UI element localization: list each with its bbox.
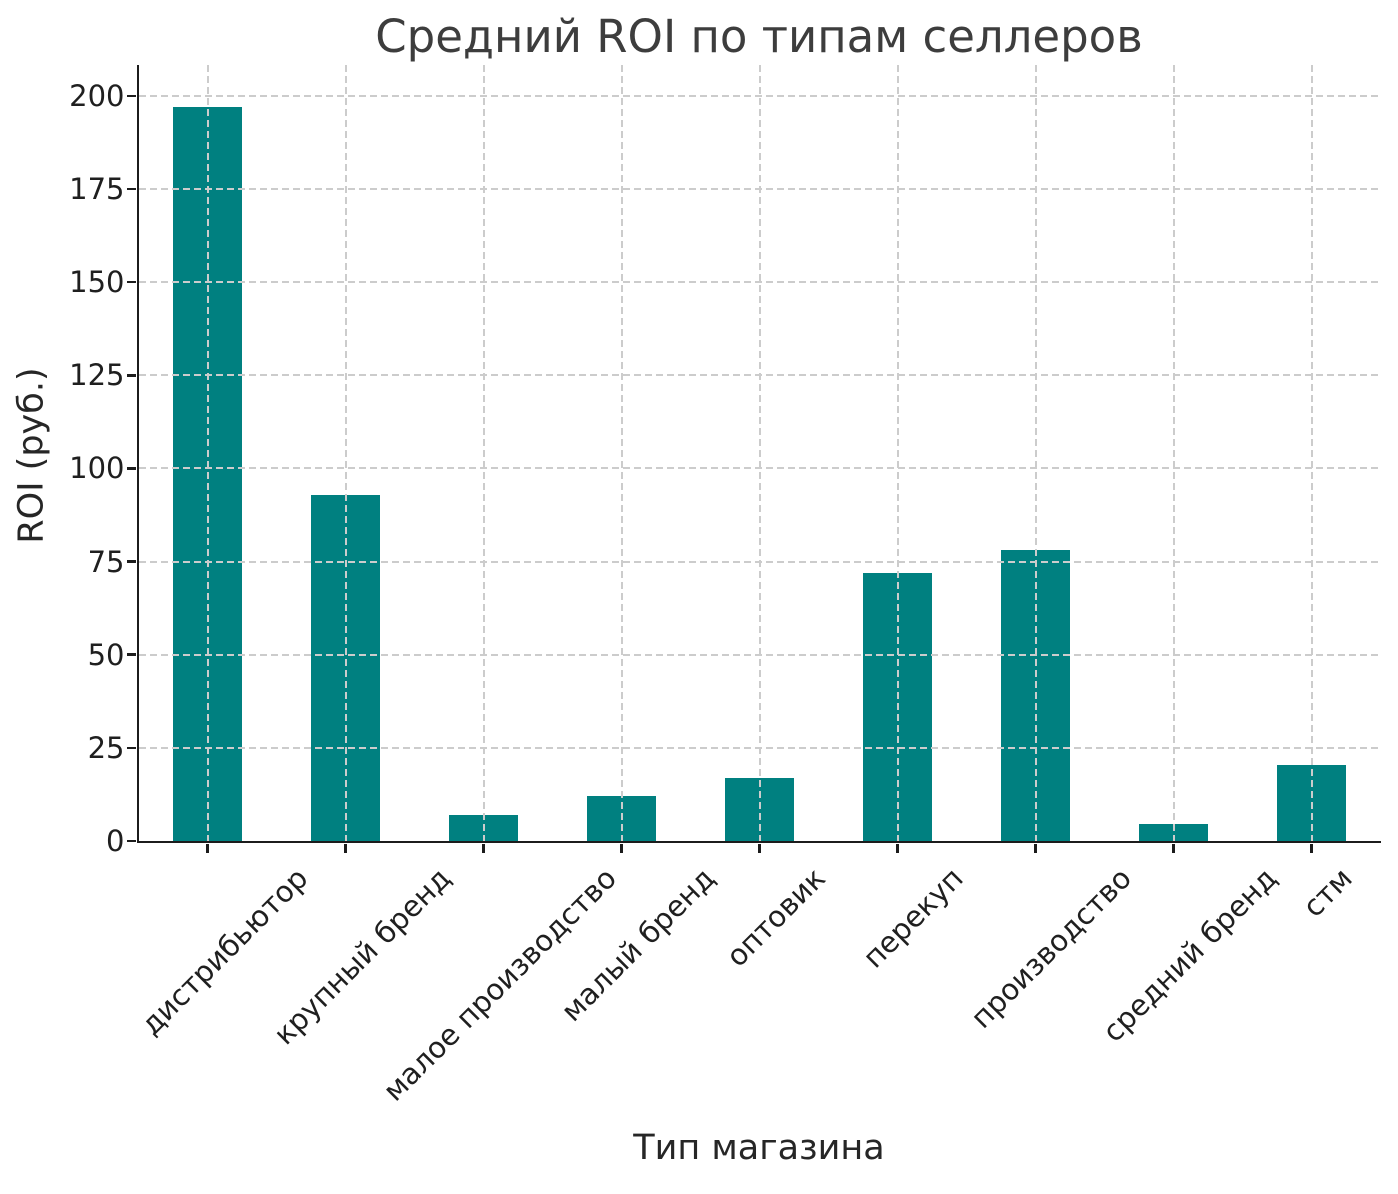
x-tick-label: оптовик [719, 861, 832, 974]
y-tick-mark [126, 280, 136, 284]
y-tick-label: 75 [87, 544, 125, 579]
y-tick-mark [126, 467, 136, 470]
gridline-vertical [206, 65, 209, 841]
y-tick-mark [126, 94, 136, 98]
x-tick-mark [482, 843, 485, 853]
y-tick-label: 25 [87, 730, 125, 765]
x-tick-mark [344, 843, 347, 853]
x-axis-label: Тип магазина [633, 1128, 885, 1168]
gridline-vertical [344, 65, 347, 841]
x-tick-mark [1310, 843, 1313, 853]
gridline-vertical [1172, 65, 1175, 841]
gridline-vertical [482, 65, 485, 841]
y-tick-label: 175 [69, 172, 125, 207]
x-tick-mark [1172, 843, 1175, 853]
y-tick-mark [126, 653, 136, 656]
gridline-vertical [1310, 65, 1313, 841]
gridline-vertical [1034, 65, 1037, 841]
y-tick-label: 125 [69, 358, 125, 393]
y-tick-mark [126, 187, 136, 191]
y-tick-label: 50 [87, 637, 125, 672]
y-tick-mark [126, 839, 136, 843]
x-tick-label: перекуп [856, 861, 971, 975]
x-tick-mark [896, 843, 899, 853]
x-tick-mark [1034, 843, 1037, 853]
y-tick-label: 200 [69, 78, 125, 113]
gridline-vertical [896, 65, 899, 841]
plot-area: 0 25 50 75 100 125 150 175 200 дистрибьютор крупны… [69, 65, 1381, 1108]
x-tick-mark [206, 843, 209, 853]
y-tick-mark [126, 746, 136, 750]
y-axis-label: ROI (руб.) [11, 366, 52, 544]
y-tick-mark [126, 374, 136, 377]
x-tick-label: стм [1295, 861, 1359, 924]
y-tick-label: 150 [69, 265, 125, 300]
gridline-vertical [758, 65, 761, 841]
gridline-vertical [620, 65, 623, 841]
x-tick-mark [620, 843, 623, 853]
x-tick-mark [758, 843, 761, 853]
y-tick-mark [126, 560, 136, 563]
y-tick-label: 100 [69, 451, 125, 486]
chart-title: Средний ROI по типам селлеров [375, 10, 1143, 63]
y-tick-label: 0 [106, 824, 125, 858]
